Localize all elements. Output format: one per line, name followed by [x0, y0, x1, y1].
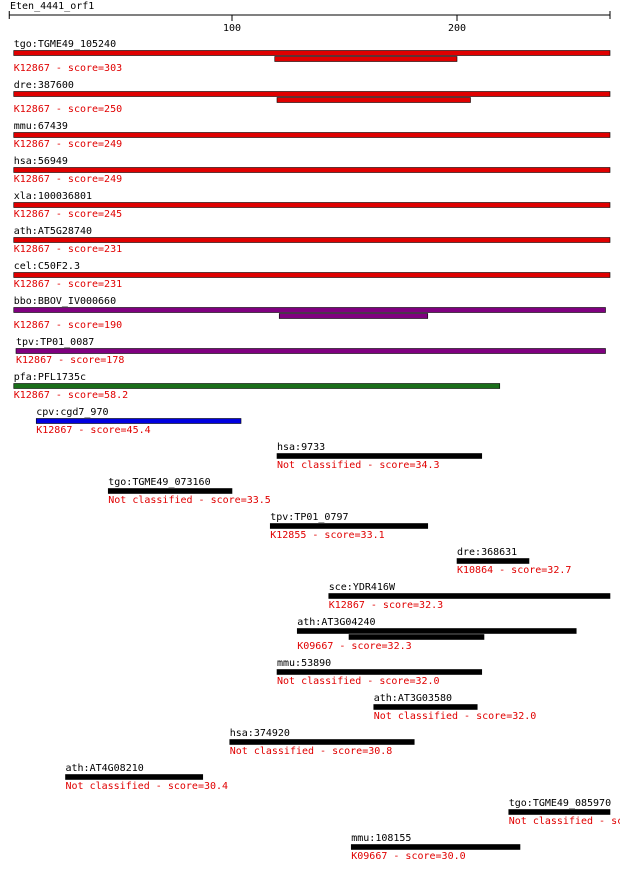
hit-label: K12867 - score=249 [14, 139, 122, 150]
hit-label: K12867 - score=58.2 [14, 390, 128, 401]
hit-label: Not classified - score=30.8 [230, 746, 393, 757]
alignment-bar [107, 488, 233, 494]
hit-name: mmu:67439 [14, 121, 68, 132]
query-title: Eten_4441_orf1 [10, 1, 94, 12]
hit-name: tpv:TP01_0087 [16, 337, 94, 348]
hit-name: dre:387600 [14, 80, 74, 91]
hit-name: sce:YDR416W [329, 582, 396, 593]
hit-label: Not classified - score=32.0 [374, 711, 537, 722]
alignment-bar [350, 844, 521, 850]
alignment-bar [508, 809, 611, 815]
hit-label: K12867 - score=303 [14, 63, 122, 74]
hit-name: hsa:9733 [277, 442, 325, 453]
tick-label: 200 [448, 23, 466, 34]
hit-name: dre:368631 [457, 547, 517, 558]
hit-label: K09667 - score=32.3 [297, 641, 411, 652]
hit-name: pfa:PFL1735c [14, 372, 86, 383]
hit-label: K12867 - score=249 [14, 174, 122, 185]
hit-label: K12867 - score=250 [14, 104, 122, 115]
hit-name: mmu:53890 [277, 658, 331, 669]
alignment-bar [328, 593, 611, 599]
hit-label: K12867 - score=178 [16, 355, 124, 366]
hit-name: ath:AT4G08210 [66, 763, 144, 774]
tick-label: 100 [223, 23, 241, 34]
alignment-bar [278, 313, 429, 319]
alignment-bar [276, 453, 483, 459]
hit-label: Not classified - score=32.0 [277, 676, 440, 687]
hit-name: tgo:TGME49_105240 [14, 39, 116, 50]
alignment-bar [13, 167, 611, 173]
hit-label: K12867 - score=32.3 [329, 600, 443, 611]
hit-label: K12867 - score=231 [14, 244, 122, 255]
hit-name: mmu:108155 [351, 833, 411, 844]
hit-name: cpv:cgd7_970 [36, 407, 108, 418]
alignment-bar [35, 418, 242, 424]
hit-name: tgo:TGME49_085970 [509, 798, 611, 809]
alignment-bar [348, 634, 485, 640]
alignment-bar [276, 97, 471, 103]
hit-name: cel:C50F2.3 [14, 261, 80, 272]
hit-name: ath:AT3G04240 [297, 617, 375, 628]
hit-label: K12855 - score=33.1 [270, 530, 384, 541]
hit-label: K12867 - score=245 [14, 209, 122, 220]
hit-name: hsa:56949 [14, 156, 68, 167]
hit-label: Not classified - score=33.5 [108, 495, 271, 506]
alignment-bar [13, 50, 611, 56]
hit-label: K12867 - score=190 [14, 320, 122, 331]
alignment-bar [373, 704, 478, 710]
hit-label: Not classified - sc [509, 816, 620, 827]
alignment-bar [13, 307, 606, 313]
hit-label: Not classified - score=34.3 [277, 460, 440, 471]
hit-label: K12867 - score=231 [14, 279, 122, 290]
hit-name: xla:100036801 [14, 191, 92, 202]
alignment-bar [269, 523, 429, 529]
alignment-bar [229, 739, 415, 745]
hit-name: tgo:TGME49_073160 [108, 477, 210, 488]
alignment-bar [13, 132, 611, 138]
alignment-bar [456, 558, 530, 564]
hit-name: hsa:374920 [230, 728, 290, 739]
alignment-bar [13, 272, 611, 278]
alignment-bar [276, 669, 483, 675]
hit-label: K10864 - score=32.7 [457, 565, 571, 576]
alignment-bar [15, 348, 606, 354]
hit-name: ath:AT5G28740 [14, 226, 92, 237]
alignment-bar [13, 383, 501, 389]
hit-label: K09667 - score=30.0 [351, 851, 465, 862]
alignment-bar [274, 56, 458, 62]
alignment-bar [65, 774, 204, 780]
alignment-bar [13, 91, 611, 97]
hit-label: Not classified - score=30.4 [66, 781, 229, 792]
hit-name: ath:AT3G03580 [374, 693, 452, 704]
alignment-bar [13, 237, 611, 243]
hit-label: K12867 - score=45.4 [36, 425, 150, 436]
hit-name: bbo:BBOV_IV000660 [14, 296, 116, 307]
alignment-bar [296, 628, 577, 634]
alignment-bar [13, 202, 611, 208]
hit-name: tpv:TP01_0797 [270, 512, 348, 523]
